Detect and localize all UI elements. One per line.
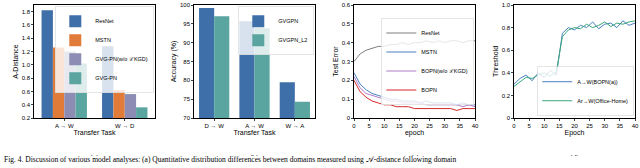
html-text:Fig. 4. Discussion of various: Fig. 4. Discussion of various model anal… bbox=[4, 155, 457, 164]
svg-text:0.1: 0.1 bbox=[342, 96, 351, 102]
svg-text:5: 5 bbox=[527, 123, 531, 129]
svg-text:0.2: 0.2 bbox=[22, 115, 31, 121]
svg-text:15: 15 bbox=[556, 123, 563, 129]
svg-text:35: 35 bbox=[617, 123, 624, 129]
svg-text:ResNet: ResNet bbox=[421, 30, 440, 36]
svg-text:80: 80 bbox=[183, 77, 190, 83]
svg-text:1.4: 1.4 bbox=[22, 35, 31, 41]
svg-text:95: 95 bbox=[183, 21, 190, 27]
svg-text:GVG-PN: GVG-PN bbox=[95, 75, 117, 81]
svg-text:40: 40 bbox=[472, 123, 479, 129]
svg-text:0.6: 0.6 bbox=[502, 47, 511, 53]
svg-text:BOPN(w/o ℒKGD): BOPN(w/o ℒKGD) bbox=[421, 68, 467, 74]
svg-text:W → A: W → A bbox=[285, 123, 304, 129]
svg-text:0: 0 bbox=[347, 115, 351, 121]
svg-text:W → D: W → D bbox=[115, 123, 135, 129]
svg-text:BOPN: BOPN bbox=[421, 87, 437, 93]
svg-text:35: 35 bbox=[457, 123, 464, 129]
svg-text:0.6: 0.6 bbox=[22, 89, 31, 95]
svg-text:MSTN: MSTN bbox=[95, 37, 111, 43]
svg-text:25: 25 bbox=[586, 123, 593, 129]
svg-text:0.4: 0.4 bbox=[22, 102, 31, 108]
svg-text:D → W: D → W bbox=[204, 123, 224, 129]
svg-text:GVGPN_L2: GVGPN_L2 bbox=[278, 37, 307, 43]
svg-text:0.4: 0.4 bbox=[502, 70, 511, 76]
svg-text:(d): (d) bbox=[570, 154, 579, 156]
svg-text:0.8: 0.8 bbox=[22, 75, 31, 81]
svg-text:epoch: epoch bbox=[405, 129, 424, 137]
svg-text:10: 10 bbox=[541, 123, 548, 129]
svg-text:1.6: 1.6 bbox=[22, 22, 31, 28]
svg-text:0.2: 0.2 bbox=[502, 93, 511, 99]
svg-text:Test Error: Test Error bbox=[332, 46, 339, 77]
svg-text:20: 20 bbox=[411, 123, 418, 129]
svg-text:Threshold: Threshold bbox=[492, 46, 499, 77]
svg-text:Epoch: Epoch bbox=[565, 129, 585, 137]
svg-text:30: 30 bbox=[441, 123, 448, 129]
svg-text:0.8: 0.8 bbox=[502, 25, 511, 31]
svg-text:10: 10 bbox=[381, 123, 388, 129]
svg-text:A→W(BOPN(a)): A→W(BOPN(a)) bbox=[577, 79, 618, 85]
svg-text:100: 100 bbox=[180, 2, 191, 8]
svg-text:0.4: 0.4 bbox=[342, 40, 351, 46]
svg-text:1.0: 1.0 bbox=[22, 62, 31, 68]
svg-text:GVGPN: GVGPN bbox=[278, 18, 298, 24]
svg-text:1.2: 1.2 bbox=[22, 49, 31, 55]
svg-text:0.3: 0.3 bbox=[342, 59, 351, 65]
svg-text:30: 30 bbox=[601, 123, 608, 129]
svg-text:Ar→W(Office-Home): Ar→W(Office-Home) bbox=[577, 98, 628, 104]
svg-text:75: 75 bbox=[183, 96, 190, 102]
svg-text:0: 0 bbox=[512, 123, 516, 129]
svg-text:A-Distance: A-Distance bbox=[12, 44, 19, 78]
svg-text:85: 85 bbox=[183, 59, 190, 65]
svg-text:0: 0 bbox=[507, 115, 511, 121]
svg-text:25: 25 bbox=[426, 123, 433, 129]
svg-text:0.6: 0.6 bbox=[342, 2, 351, 8]
svg-text:0.2: 0.2 bbox=[342, 77, 351, 83]
svg-text:A → W: A → W bbox=[245, 123, 264, 129]
svg-text:Transfer Task: Transfer Task bbox=[73, 129, 116, 136]
svg-text:5: 5 bbox=[367, 123, 371, 129]
svg-text:0: 0 bbox=[352, 123, 356, 129]
svg-text:15: 15 bbox=[396, 123, 403, 129]
svg-text:70: 70 bbox=[183, 115, 190, 121]
svg-text:A → W: A → W bbox=[55, 123, 74, 129]
svg-text:1.8: 1.8 bbox=[22, 9, 31, 15]
svg-text:40: 40 bbox=[632, 123, 639, 129]
svg-text:ResNet: ResNet bbox=[95, 18, 114, 24]
svg-text:GVG-PN(w/o ℒKGD): GVG-PN(w/o ℒKGD) bbox=[95, 56, 148, 62]
svg-text:1.0: 1.0 bbox=[502, 2, 511, 8]
svg-text:90: 90 bbox=[183, 40, 190, 46]
svg-text:0.5: 0.5 bbox=[342, 21, 351, 27]
svg-text:MSTN: MSTN bbox=[421, 49, 437, 55]
svg-text:Accuracy (%): Accuracy (%) bbox=[170, 41, 178, 83]
svg-text:20: 20 bbox=[571, 123, 578, 129]
svg-text:Transfer Task: Transfer Task bbox=[233, 129, 276, 136]
